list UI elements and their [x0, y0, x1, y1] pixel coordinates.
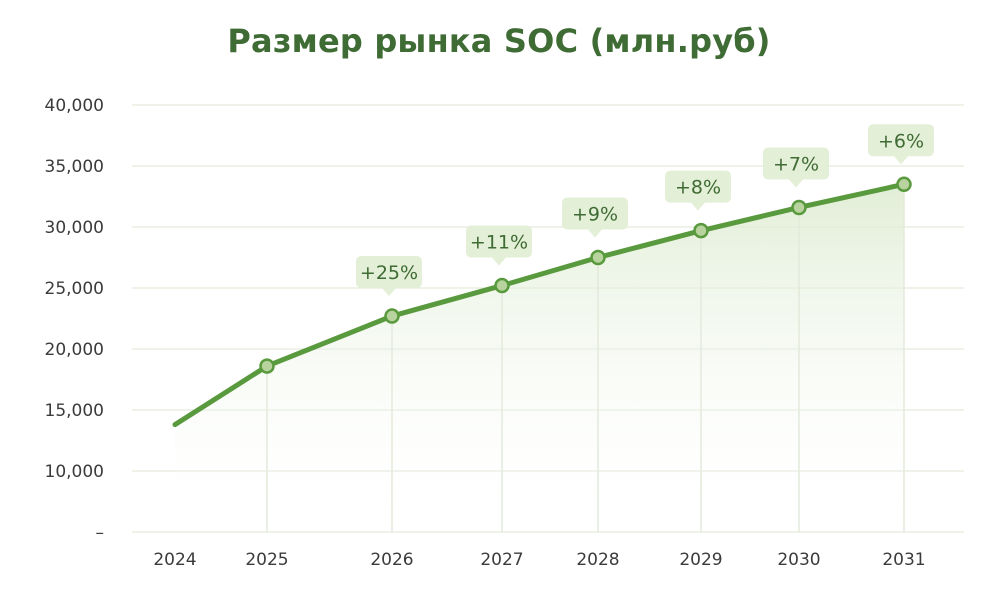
- y-tick-label: 35,000: [45, 157, 104, 177]
- growth-label: +25%: [360, 262, 418, 284]
- growth-label: +11%: [470, 232, 528, 254]
- area-fill: [175, 184, 904, 533]
- x-tick-label: 2029: [679, 550, 722, 570]
- growth-label: +9%: [572, 204, 618, 226]
- y-tick-label: 25,000: [45, 279, 104, 299]
- growth-badge-bg: [466, 225, 532, 266]
- data-point: [590, 249, 606, 266]
- growth-badge: +7%: [763, 147, 829, 188]
- x-tick-label: 2024: [153, 550, 196, 570]
- data-point: [384, 308, 400, 324]
- growth-label: +8%: [675, 177, 721, 199]
- series-line: [172, 181, 907, 428]
- data-point: [259, 358, 275, 374]
- x-tick-label: 2027: [480, 550, 523, 570]
- data-point: [791, 199, 807, 216]
- x-tick-label: 2031: [882, 550, 925, 570]
- y-axis: – 10,000 15,000 20,000 25,000 30,000 35,000 40,…: [45, 96, 104, 543]
- chart-title: Размер рынка SOC (млн.руб): [227, 22, 771, 60]
- growth-badge: +8%: [665, 170, 731, 211]
- y-tick-label: 15,000: [45, 401, 104, 421]
- growth-label: +6%: [878, 130, 924, 152]
- x-tick-label: 2026: [370, 550, 413, 570]
- growth-badge-bg: [356, 256, 422, 297]
- growth-badge-bg: [665, 170, 731, 211]
- growth-badge: +9%: [562, 197, 628, 238]
- x-tick-label: 2030: [777, 550, 820, 570]
- growth-badge: +6%: [868, 124, 934, 165]
- growth-badge: +11%: [466, 225, 532, 266]
- y-tick-label: 30,000: [45, 218, 104, 238]
- growth-badge-bg: [868, 124, 934, 165]
- growth-badge-bg: [763, 147, 829, 188]
- y-tick-label: –: [96, 523, 105, 543]
- growth-badges: +25% +11% +9% +8% +7% +6%: [356, 124, 934, 297]
- data-point: [494, 277, 510, 294]
- data-point: [693, 222, 709, 239]
- x-tick-label: 2025: [245, 550, 288, 570]
- growth-badge-bg: [562, 197, 628, 238]
- y-tick-label: 10,000: [45, 462, 104, 482]
- y-tick-label: 40,000: [45, 96, 104, 116]
- growth-label: +7%: [773, 153, 819, 175]
- drop-lines: [266, 184, 905, 532]
- x-tick-label: 2028: [576, 550, 619, 570]
- data-point: [896, 176, 912, 193]
- growth-badge: +25%: [356, 256, 422, 297]
- y-tick-label: 20,000: [45, 340, 104, 360]
- x-axis: 2024 2025 2026 2027 2028 2029 2030 2031: [153, 550, 925, 570]
- data-points: [259, 176, 912, 374]
